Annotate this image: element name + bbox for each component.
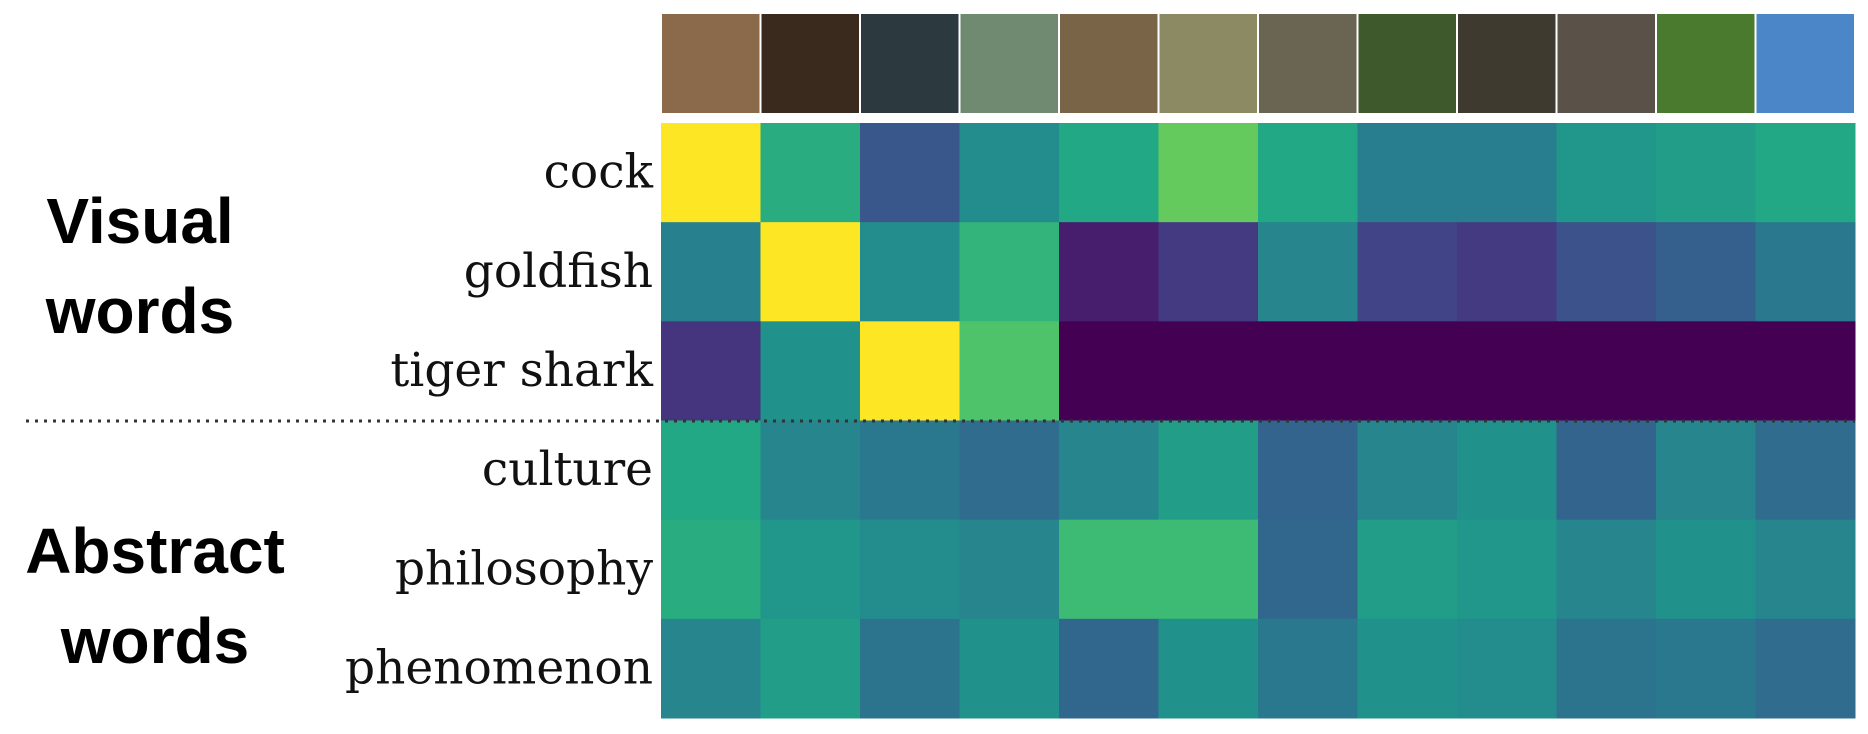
heatmap-cell [860,222,960,322]
heatmap-cell [1656,618,1756,719]
heatmap-cell [1258,519,1358,620]
heatmap-cell [1656,519,1756,620]
heatmap-cell [1059,222,1159,322]
heatmap-cell [1656,321,1756,421]
heatmap-cell [1158,519,1259,620]
heatmap-cell [1158,420,1259,521]
heatmap-cell [1755,519,1856,620]
heatmap-cell [1755,123,1856,223]
heatmap-cell [661,519,761,620]
heatmap-cell [661,420,761,521]
thumbnail [1358,14,1456,113]
heatmap-cell [1556,222,1657,322]
heatmap-cell [1158,123,1259,223]
heatmap-cell [661,222,761,322]
heatmap-cell [661,321,761,421]
group-label: Visual [46,185,233,257]
group-label: Abstract [25,515,285,587]
heatmap-cell [1556,321,1657,421]
group-label: words [60,605,249,677]
heatmap-cell [760,618,861,719]
heatmap-cell [1158,618,1259,719]
heatmap-cell [860,420,960,521]
heatmap-cell [1755,420,1856,521]
heatmap-cell [1158,321,1259,421]
heatmap-cell [1258,321,1358,421]
heatmap-cell [661,618,761,719]
heatmap-cell [959,519,1060,620]
thumbnail [861,14,959,113]
row-label: philosophy [395,541,653,596]
heatmap-cell [1755,321,1856,421]
heatmap-cell [1357,420,1458,521]
heatmap-cell [1457,222,1557,322]
heatmap-cell [1059,321,1159,421]
thumbnail [1557,14,1655,113]
heatmap-cell [1357,321,1458,421]
heatmap-cell [1656,222,1756,322]
heatmap-cell [661,123,761,223]
heatmap-cell [1457,519,1557,620]
thumbnail [1756,14,1854,113]
heatmap-cell [959,420,1060,521]
heatmap-cell [1556,123,1657,223]
heatmap-cell [959,618,1060,719]
thumbnail [1060,14,1158,113]
heatmap-cell [760,321,861,421]
group-label: words [45,275,234,347]
image-strip [662,14,1854,113]
heatmap-cell [1158,222,1259,322]
heatmap-cell [860,519,960,620]
thumbnail [1259,14,1357,113]
heatmap-cell [959,321,1060,421]
heatmap-cell [860,321,960,421]
heatmap-cell [1357,222,1458,322]
heatmap-cell [1656,420,1756,521]
thumbnail [761,14,859,113]
heatmap-cell [860,618,960,719]
heatmap-cell [1357,519,1458,620]
row-label: goldfish [464,244,653,299]
heatmap-cell [1357,618,1458,719]
heatmap-cell [1656,123,1756,223]
heatmap-cell [959,123,1060,223]
thumbnail [1159,14,1257,113]
thumbnail [1458,14,1556,113]
row-label: cock [544,145,654,200]
heatmap-cell [1755,222,1856,322]
heatmap-cell [1059,519,1159,620]
heatmap-cell [1059,123,1159,223]
heatmap-cell [760,519,861,620]
heatmap-cell [1059,618,1159,719]
heatmap-cell [959,222,1060,322]
heatmap [661,123,1856,719]
heatmap-cell [1457,123,1557,223]
heatmap-cell [760,420,861,521]
row-label: tiger shark [390,343,653,398]
row-label: culture [482,442,653,497]
thumbnail [960,14,1058,113]
heatmap-cell [1755,618,1856,719]
heatmap-cell [1556,420,1657,521]
heatmap-cell [1457,420,1557,521]
heatmap-cell [1457,321,1557,421]
heatmap-cell [1357,123,1458,223]
heatmap-cell [1556,519,1657,620]
heatmap-cell [1059,420,1159,521]
heatmap-cell [1258,618,1358,719]
row-label: phenomenon [345,640,653,695]
heatmap-cell [860,123,960,223]
heatmap-cell [1556,618,1657,719]
labels: cock goldfish tiger shark culture philosophy… [25,145,653,696]
thumbnail [1657,14,1755,113]
heatmap-cell [760,123,861,223]
thumbnail [662,14,760,113]
heatmap-cell [760,222,861,322]
heatmap-cell [1457,618,1557,719]
heatmap-cell [1258,222,1358,322]
heatmap-cell [1258,123,1358,223]
heatmap-cell [1258,420,1358,521]
